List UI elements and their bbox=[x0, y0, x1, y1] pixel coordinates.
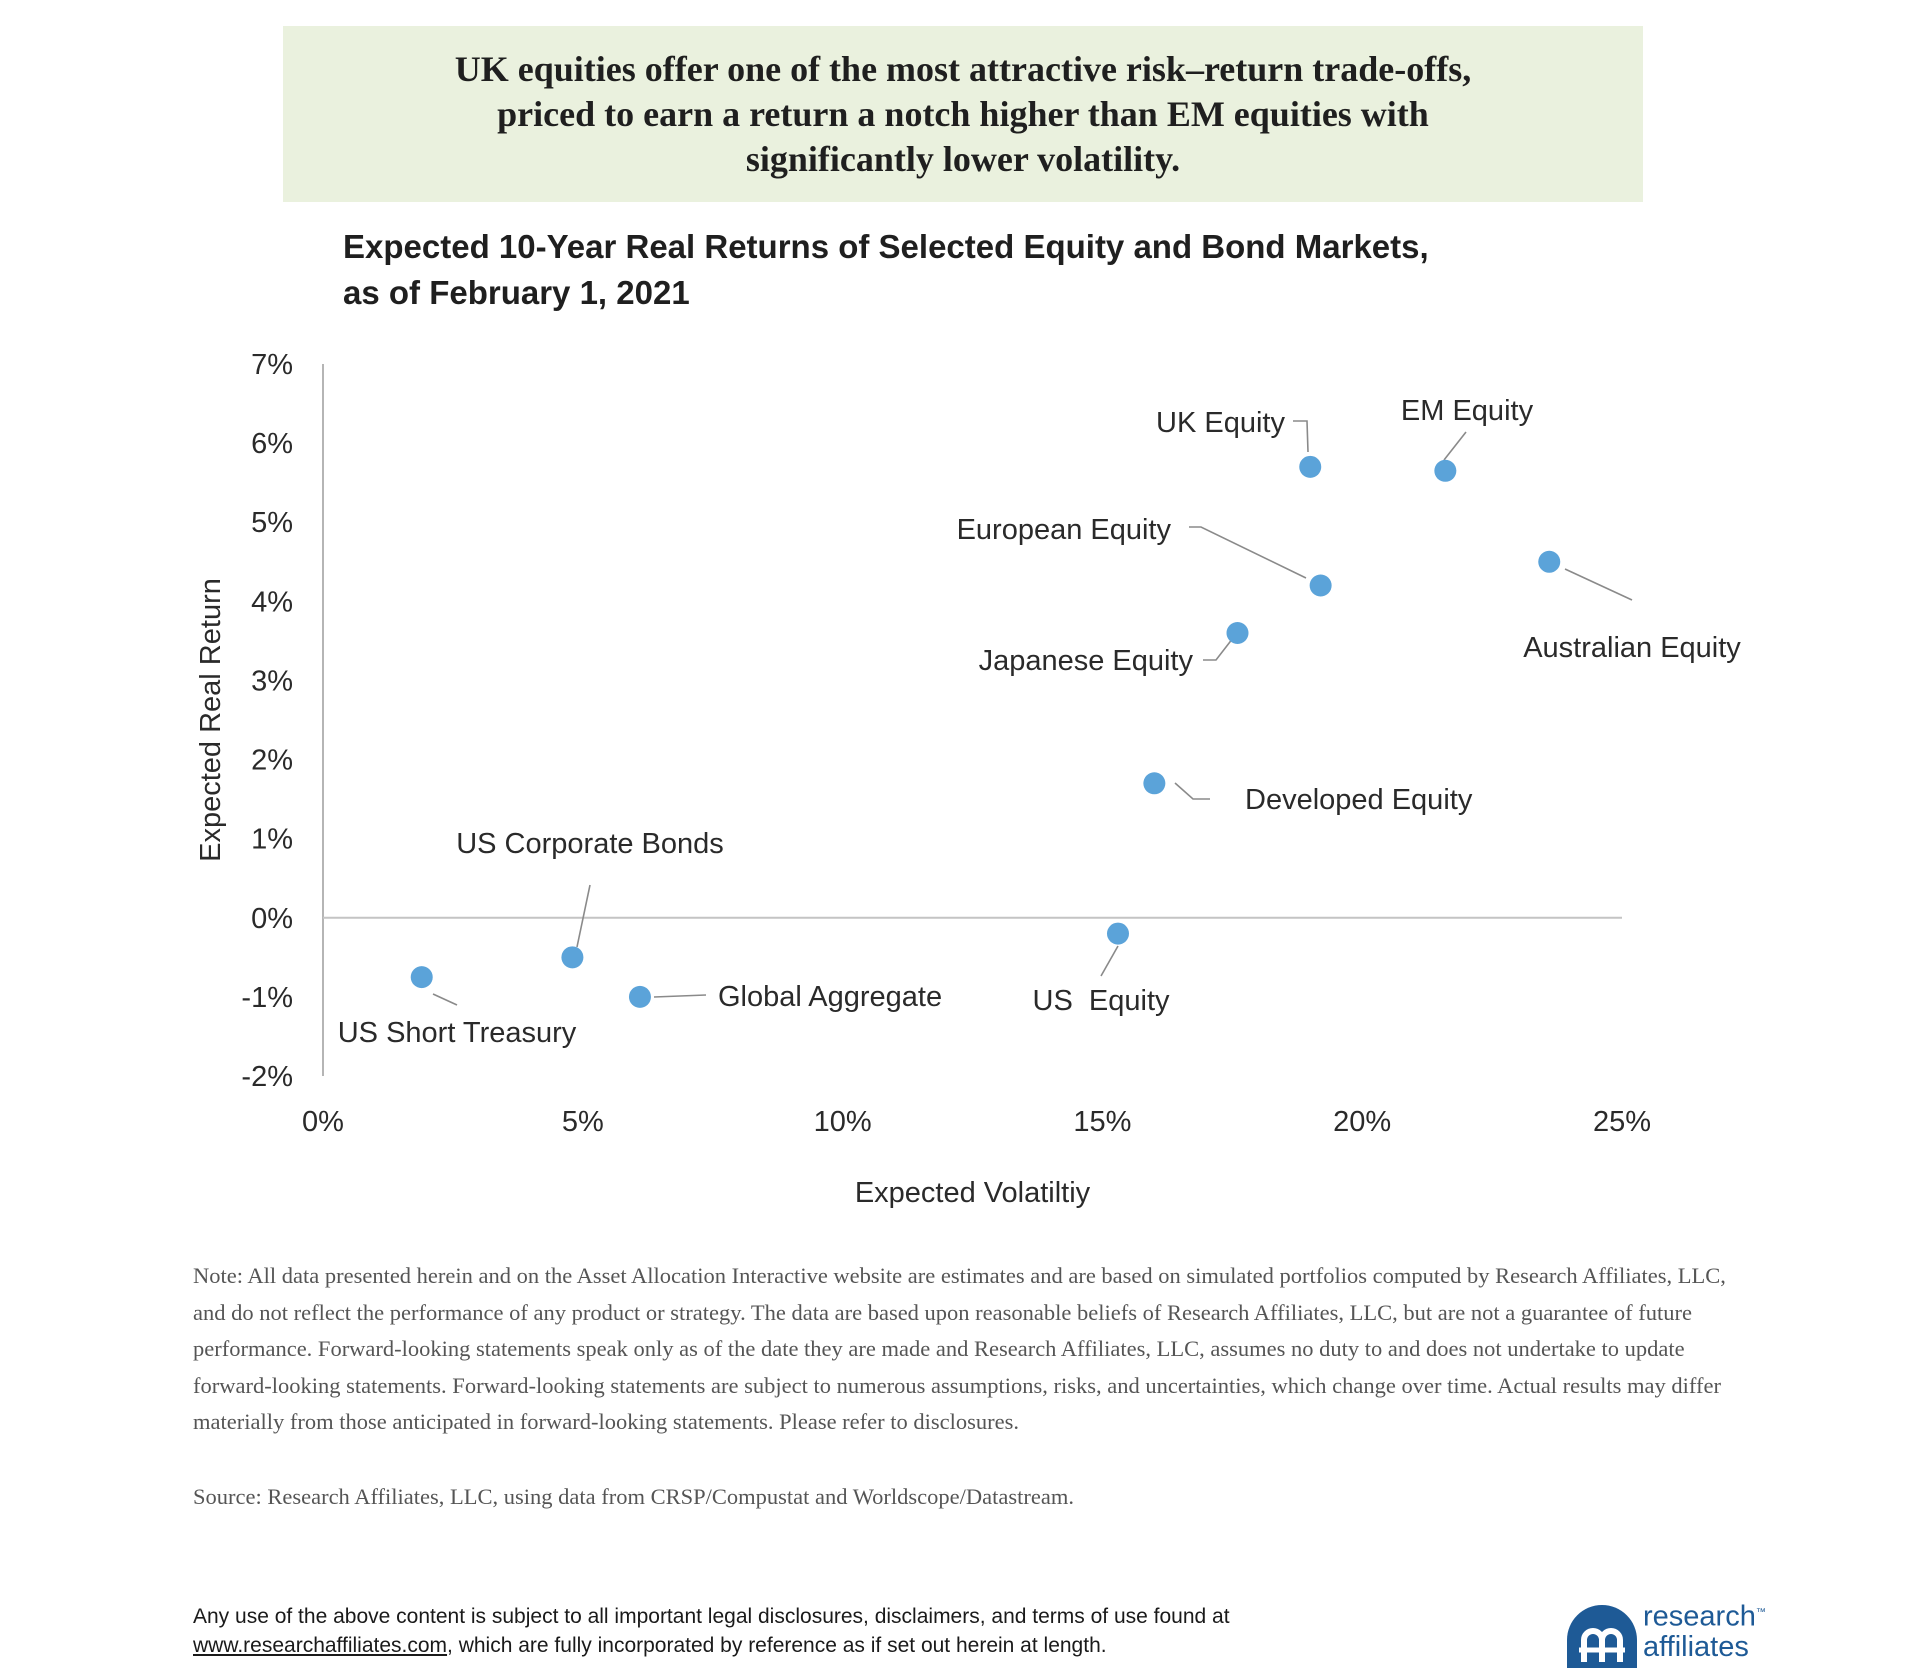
point-em-equity bbox=[1434, 459, 1457, 482]
y-tick-label: 0% bbox=[251, 903, 293, 935]
legal-disclaimer: Any use of the above content is subject … bbox=[193, 1602, 1393, 1660]
headline-box: UK equities offer one of the most attrac… bbox=[283, 26, 1643, 202]
label-developed-equity: Developed Equity bbox=[1245, 784, 1473, 816]
x-tick-label: 15% bbox=[1073, 1106, 1131, 1138]
logo-text-research: research bbox=[1643, 1600, 1756, 1633]
leader-line-us-short-treasury bbox=[432, 993, 458, 1006]
y-axis-title: Expected Real Return bbox=[195, 578, 227, 862]
research-affiliates-logo: research™ affiliates bbox=[1565, 1596, 1785, 1668]
x-axis-title: Expected Volatiltiy bbox=[855, 1177, 1091, 1209]
point-us-corporate-bonds bbox=[561, 946, 584, 969]
point-us-short-treasury bbox=[410, 966, 433, 989]
chart-title-line-1: Expected 10-Year Real Returns of Selecte… bbox=[343, 228, 1429, 265]
logo-text-affiliates: affiliates bbox=[1643, 1630, 1749, 1663]
leader-line-japanese-equity bbox=[1203, 637, 1234, 661]
x-tick-label: 25% bbox=[1593, 1106, 1651, 1138]
headline-line-1: UK equities offer one of the most attrac… bbox=[454, 48, 1472, 89]
chart-source: Source: Research Affiliates, LLC, using … bbox=[193, 1484, 1074, 1509]
legal-line-2: www.researchaffiliates.com, which are fu… bbox=[193, 1631, 1393, 1660]
scatter-chart: -2% -1% 0% 1% 2% 3% 4% 5% 6% 7% 0% 5% 10% 15% 20% 25% Ex… bbox=[195, 349, 1741, 1209]
x-tick-label: 5% bbox=[562, 1106, 604, 1138]
leader-line-us-equity bbox=[1100, 945, 1119, 977]
point-us-equity bbox=[1106, 922, 1129, 945]
website-link[interactable]: www.researchaffiliates.com bbox=[193, 1634, 448, 1657]
point-developed-equity bbox=[1143, 772, 1166, 795]
y-tick-label: 1% bbox=[251, 824, 293, 856]
x-tick-label: 20% bbox=[1333, 1106, 1391, 1138]
leader-line-global-aggregate bbox=[653, 994, 707, 998]
chart-title: Expected 10-Year Real Returns of Selecte… bbox=[343, 224, 1643, 316]
logo-mark-icon bbox=[1567, 1605, 1637, 1668]
headline-line-3: significantly lower volatility. bbox=[745, 138, 1181, 179]
y-tick-label: 6% bbox=[251, 428, 293, 460]
leader-line-us-corporate-bonds bbox=[576, 884, 591, 948]
leader-line-developed-equity bbox=[1174, 782, 1210, 800]
logo-tm: ™ bbox=[1755, 1607, 1766, 1618]
label-us-short-treasury: US Short Treasury bbox=[338, 1017, 577, 1049]
label-uk-equity: UK Equity bbox=[1156, 407, 1285, 439]
y-tick-label: 2% bbox=[251, 745, 293, 777]
label-european-equity: European Equity bbox=[957, 514, 1172, 546]
label-australian-equity: Australian Equity bbox=[1523, 632, 1741, 664]
y-tick-label: 5% bbox=[251, 507, 293, 539]
y-tick-label: -1% bbox=[241, 982, 293, 1014]
x-tick-label: 0% bbox=[302, 1106, 344, 1138]
leader-line-uk-equity bbox=[1293, 420, 1309, 453]
leader-line-european-equity bbox=[1189, 526, 1307, 579]
point-uk-equity bbox=[1299, 455, 1322, 478]
label-em-equity: EM Equity bbox=[1401, 395, 1534, 427]
headline-line-2: priced to earn a return a notch higher t… bbox=[497, 93, 1429, 134]
point-australian-equity bbox=[1538, 550, 1561, 573]
legal-line-1: Any use of the above content is subject … bbox=[193, 1605, 1230, 1628]
label-global-aggregate: Global Aggregate bbox=[718, 981, 942, 1013]
y-tick-label: 3% bbox=[251, 665, 293, 697]
x-tick-label: 10% bbox=[814, 1106, 872, 1138]
leader-line-australian-equity bbox=[1564, 568, 1633, 601]
label-us-corporate-bonds: US Corporate Bonds bbox=[456, 828, 724, 860]
y-tick-label: 4% bbox=[251, 586, 293, 618]
label-us-equity: US Equity bbox=[1033, 985, 1170, 1017]
y-tick-label: -2% bbox=[241, 1061, 293, 1093]
legal-line-2-rest: , which are fully incorporated by refere… bbox=[447, 1634, 1107, 1657]
point-global-aggregate bbox=[628, 985, 651, 1008]
point-japanese-equity bbox=[1226, 621, 1249, 644]
label-japanese-equity: Japanese Equity bbox=[979, 645, 1194, 677]
chart-title-line-2: as of February 1, 2021 bbox=[343, 274, 690, 311]
point-european-equity bbox=[1309, 574, 1332, 597]
logo-text: research™ affiliates bbox=[1643, 1598, 1766, 1662]
y-tick-label: 7% bbox=[251, 349, 293, 381]
chart-note: Note: All data presented herein and on t… bbox=[193, 1263, 1726, 1434]
leader-line-em-equity bbox=[1443, 431, 1467, 461]
